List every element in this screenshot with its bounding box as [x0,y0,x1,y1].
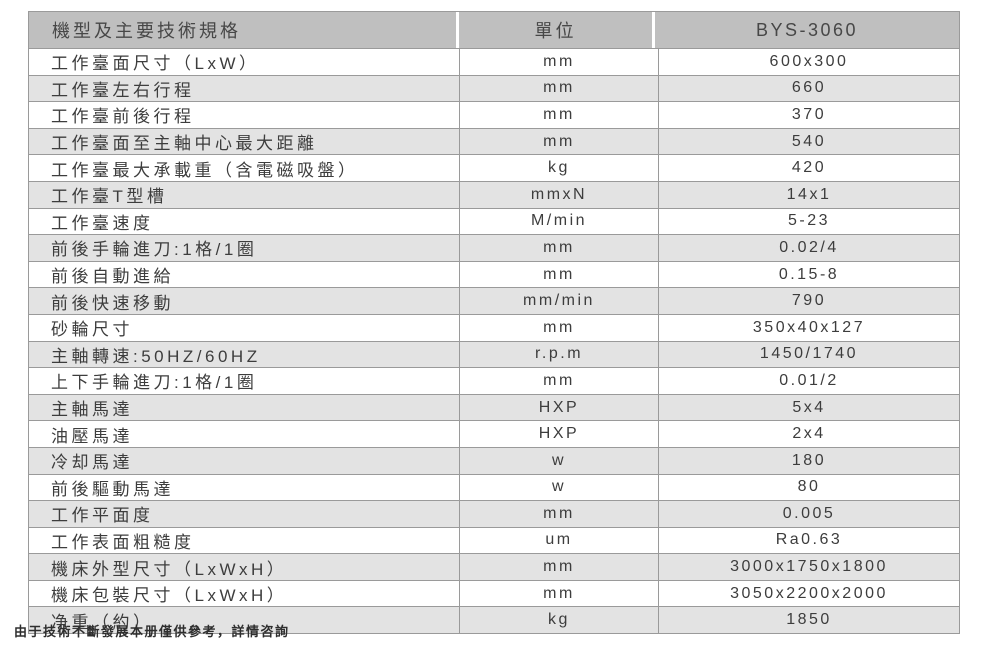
table-row: 前後驅動馬達 w 80 [29,473,959,501]
unit-cell: mm [459,368,658,394]
unit-cell: w [459,447,658,474]
table-row: 砂輪尺寸 mm 350x40x127 [29,313,959,341]
unit-cell: M/min [459,208,658,235]
value-cell: 0.01/2 [658,368,959,394]
unit-cell: mm [459,501,658,527]
spec-cell: 機床包裝尺寸（LxWxH） [51,586,288,606]
table-row: 主軸馬達 HXP 5x4 [29,393,959,421]
value-cell: 5-23 [658,208,959,235]
spec-cell: 主軸轉速:50HZ/60HZ [51,346,261,366]
spec-cell: 工作臺前後行程 [51,107,195,127]
table-row: 工作臺速度 M/min 5-23 [29,207,959,235]
spec-cell: 砂輪尺寸 [51,320,133,340]
unit-cell: mm [459,314,658,341]
table-row: 工作表面粗糙度 um Ra0.63 [29,526,959,554]
value-cell: 0.02/4 [658,235,959,261]
spec-cell: 油壓馬達 [51,426,133,446]
table-row: 前後快速移動 mm/min 790 [29,287,959,314]
unit-cell: mm [459,235,658,261]
unit-cell: kg [459,607,658,634]
unit-cell: mm [459,554,658,580]
spec-cell: 工作平面度 [51,506,154,526]
unit-cell: kg [459,155,658,181]
table-row: 冷却馬達 w 180 [29,446,959,474]
header-spec-label: 機型及主要技術規格 [29,12,459,48]
value-cell: 420 [658,155,959,181]
table-body: 工作臺面尺寸（LxW） mm 600x300 工作臺左右行程 mm 660 工作… [29,48,959,634]
value-cell: 790 [658,288,959,314]
unit-cell: mm [459,261,658,288]
unit-cell: r.p.m [459,341,658,368]
value-cell: 180 [658,447,959,474]
table-header-row: 機型及主要技術規格 單位 BYS-3060 [29,12,959,48]
value-cell: 540 [658,128,959,155]
value-cell: 0.15-8 [658,261,959,288]
unit-cell: mm [459,102,658,128]
table-row: 前後手輪進刀:1格/1圈 mm 0.02/4 [29,234,959,261]
table-row: 前後自動進給 mm 0.15-8 [29,260,959,288]
spec-table: 機型及主要技術規格 單位 BYS-3060 工作臺面尺寸（LxW） mm 600… [28,11,960,635]
spec-cell: 機床外型尺寸（LxWxH） [51,559,288,579]
unit-cell: w [459,474,658,501]
table-row: 工作臺面至主軸中心最大距離 mm 540 [29,127,959,155]
table-row: 主軸轉速:50HZ/60HZ r.p.m 1450/1740 [29,340,959,368]
spec-cell: 净重（約） [51,612,154,632]
value-cell: 14x1 [658,181,959,208]
spec-cell: 冷却馬達 [51,453,133,473]
table-row: 機床外型尺寸（LxWxH） mm 3000x1750x1800 [29,553,959,580]
spec-cell: 工作表面粗糙度 [51,532,195,552]
table-row: 上下手輪進刀:1格/1圈 mm 0.01/2 [29,367,959,394]
header-unit-label: 單位 [459,12,655,48]
unit-cell: mmxN [459,181,658,208]
spec-cell: 前後手輪進刀:1格/1圈 [51,240,258,260]
unit-cell: HXP [459,394,658,421]
table-row: 工作臺前後行程 mm 370 [29,101,959,128]
value-cell: 350x40x127 [658,314,959,341]
spec-cell: 上下手輪進刀:1格/1圈 [51,373,258,393]
value-cell: 660 [658,75,959,102]
table-row: 工作臺最大承載重（含電磁吸盤） kg 420 [29,154,959,181]
value-cell: Ra0.63 [658,527,959,554]
header-model-label: BYS-3060 [755,19,859,40]
table-row: 油壓馬達 HXP 2x4 [29,420,959,447]
table-row: 工作平面度 mm 0.005 [29,500,959,527]
unit-cell: mm [459,128,658,155]
value-cell: 370 [658,102,959,128]
value-cell: 3000x1750x1800 [658,554,959,580]
unit-cell: mm [459,75,658,102]
unit-cell: um [459,527,658,554]
value-cell: 1850 [658,607,959,634]
spec-cell: 前後驅動馬達 [51,479,174,499]
spec-cell: 工作臺左右行程 [51,80,195,100]
spec-cell: 工作臺最大承載重（含電磁吸盤） [51,160,359,180]
value-cell: 1450/1740 [658,341,959,368]
value-cell: 5x4 [658,394,959,421]
table-row: 機床包裝尺寸（LxWxH） mm 3050x2200x2000 [29,579,959,607]
spec-cell: 前後快速移動 [51,293,174,313]
table-row: 工作臺T型槽 mmxN 14x1 [29,180,959,208]
unit-cell: HXP [459,421,658,447]
footer-note: 由于技術不斷發展本册僅供參考，詳情咨詢 [14,624,290,639]
spec-cell: 工作臺面尺寸（LxW） [51,54,260,74]
value-cell: 2x4 [658,421,959,447]
spec-cell: 工作臺面至主軸中心最大距離 [51,134,318,154]
table-row: 净重（約） kg 1850 [29,606,959,634]
spec-cell: 工作臺速度 [51,213,154,233]
value-cell: 3050x2200x2000 [658,580,959,607]
spec-cell: 工作臺T型槽 [51,187,168,207]
value-cell: 600x300 [658,49,959,75]
value-cell: 80 [658,474,959,501]
table-row: 工作臺面尺寸（LxW） mm 600x300 [29,48,959,75]
unit-cell: mm/min [459,288,658,314]
unit-cell: mm [459,49,658,75]
spec-cell: 主軸馬達 [51,400,133,420]
spec-cell: 前後自動進給 [51,267,174,287]
unit-cell: mm [459,580,658,607]
value-cell: 0.005 [658,501,959,527]
table-row: 工作臺左右行程 mm 660 [29,74,959,102]
